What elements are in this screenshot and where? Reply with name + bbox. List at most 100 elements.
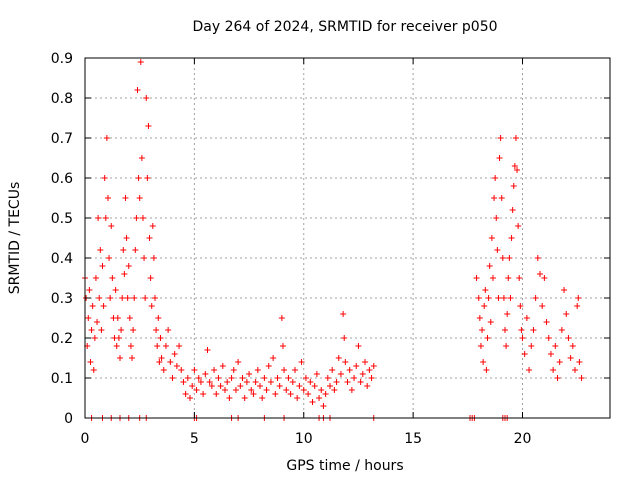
data-point: [357, 379, 364, 385]
data-point: [265, 363, 272, 369]
data-point: [154, 343, 161, 349]
y-tick-label: 0.9: [51, 51, 73, 67]
data-point: [87, 359, 94, 365]
data-point: [305, 391, 312, 397]
data-point: [523, 315, 530, 321]
y-tick-label: 0.8: [51, 91, 73, 107]
data-point: [487, 319, 494, 325]
data-point: [302, 375, 309, 381]
data-point: [505, 275, 512, 281]
data-point: [184, 375, 191, 381]
data-point: [135, 175, 142, 181]
data-point: [124, 295, 131, 301]
data-point: [539, 303, 546, 309]
data-point: [554, 375, 561, 381]
data-point: [237, 383, 244, 389]
data-point: [276, 383, 283, 389]
data-point: [283, 387, 290, 393]
data-point: [272, 391, 279, 397]
data-point: [94, 319, 101, 325]
y-tick-label: 0.2: [51, 331, 73, 347]
data-point: [497, 135, 504, 141]
data-point: [296, 383, 303, 389]
data-point: [298, 359, 305, 365]
data-point: [518, 327, 525, 333]
data-point: [91, 335, 98, 341]
data-point: [191, 367, 198, 373]
data-point: [136, 195, 143, 201]
data-point: [113, 343, 120, 349]
data-point: [132, 247, 139, 253]
data-point: [307, 379, 314, 385]
data-point: [235, 359, 242, 365]
data-point: [300, 387, 307, 393]
data-point: [473, 275, 480, 281]
data-point: [491, 195, 498, 201]
data-point: [155, 315, 162, 321]
data-point: [206, 379, 213, 385]
data-point: [479, 327, 486, 333]
data-point: [337, 371, 344, 377]
data-point: [228, 375, 235, 381]
data-point: [187, 395, 193, 401]
data-point: [263, 387, 270, 393]
data-point: [150, 255, 157, 261]
x-tick-label: 0: [81, 431, 90, 447]
data-point: [366, 367, 373, 373]
data-point: [556, 359, 563, 365]
data-point: [95, 215, 102, 221]
data-point: [157, 335, 164, 341]
data-point: [496, 155, 503, 161]
data-point: [152, 295, 158, 301]
data-point: [576, 359, 583, 365]
data-point: [142, 295, 149, 301]
data-point: [500, 295, 507, 301]
data-point: [344, 379, 351, 385]
data-point: [141, 255, 148, 261]
data-point: [515, 223, 522, 229]
data-point: [476, 315, 483, 321]
data-point: [281, 367, 288, 373]
data-point: [327, 383, 333, 389]
data-point: [119, 295, 126, 301]
data-point: [153, 327, 160, 333]
data-point: [167, 359, 174, 365]
data-point: [189, 383, 196, 389]
data-point: [572, 367, 578, 373]
chart-title: Day 264 of 2024, SRMTID for receiver p05…: [192, 19, 497, 35]
data-point: [90, 367, 97, 373]
data-point: [543, 319, 550, 325]
data-point: [519, 335, 526, 341]
data-point: [341, 335, 348, 341]
data-point: [484, 335, 491, 341]
data-point: [511, 163, 518, 169]
data-point: [561, 287, 568, 293]
data-point: [309, 399, 316, 405]
data-point: [115, 335, 122, 341]
data-point: [493, 215, 500, 221]
data-point: [118, 327, 125, 333]
data-point: [322, 391, 329, 397]
data-point: [197, 379, 204, 385]
data-point: [239, 375, 246, 381]
data-point: [563, 311, 570, 317]
data-point: [208, 383, 215, 389]
data-point: [215, 375, 222, 381]
data-point: [137, 59, 144, 65]
data-point: [138, 155, 145, 161]
data-point: [125, 263, 132, 269]
data-point: [139, 215, 146, 221]
data-point: [162, 343, 169, 349]
x-tick-label: 10: [295, 431, 313, 447]
data-point: [200, 391, 207, 397]
data-point: [558, 327, 565, 333]
data-point: [120, 247, 127, 253]
data-point: [485, 295, 492, 301]
data-point: [574, 303, 581, 309]
data-point: [182, 391, 189, 397]
data-point: [98, 327, 105, 333]
data-point: [502, 327, 508, 333]
data-point: [292, 367, 298, 373]
data-point: [567, 355, 574, 361]
data-point: [250, 391, 257, 397]
